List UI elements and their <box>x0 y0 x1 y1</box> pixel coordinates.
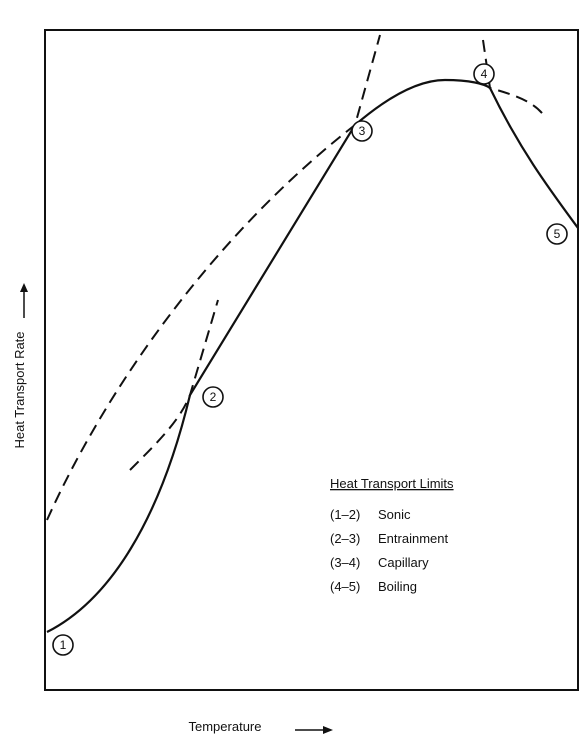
point-circle <box>52 634 74 656</box>
boiling-limit <box>482 39 546 118</box>
point-labels: 1 2 3 4 5 <box>52 63 568 656</box>
point-circle <box>546 223 568 245</box>
legend-name: Boiling <box>378 579 417 594</box>
legend-range: (1–2) <box>330 507 360 522</box>
legend-name: Entrainment <box>378 531 448 546</box>
entrainment-limit <box>46 34 381 521</box>
limit-curve <box>46 78 579 633</box>
legend-range: (2–3) <box>330 531 360 546</box>
x-axis-label: Temperature <box>189 719 262 734</box>
point-label: 1 <box>60 638 67 652</box>
legend-range: (3–4) <box>330 555 360 570</box>
point-circle <box>202 386 224 408</box>
y-axis-label: Heat Transport Rate <box>12 331 27 448</box>
point-label: 3 <box>359 124 366 138</box>
point-circle <box>351 120 373 142</box>
sonic-limit <box>129 299 219 471</box>
x-arrow-head <box>323 726 333 734</box>
legend-range: (4–5) <box>330 579 360 594</box>
point-label: 5 <box>554 227 561 241</box>
point-label: 2 <box>210 390 217 404</box>
point-circle <box>473 63 495 85</box>
legend-name: Capillary <box>378 555 429 570</box>
frame <box>44 29 579 691</box>
point-label: 4 <box>481 67 488 81</box>
legend: (1–2) Sonic (2–3) Entrainment (3–4) Capillary… <box>330 507 448 594</box>
y-arrow-head <box>20 283 28 292</box>
legend-title: Heat Transport Limits <box>330 476 454 491</box>
legend-name: Sonic <box>378 507 411 522</box>
